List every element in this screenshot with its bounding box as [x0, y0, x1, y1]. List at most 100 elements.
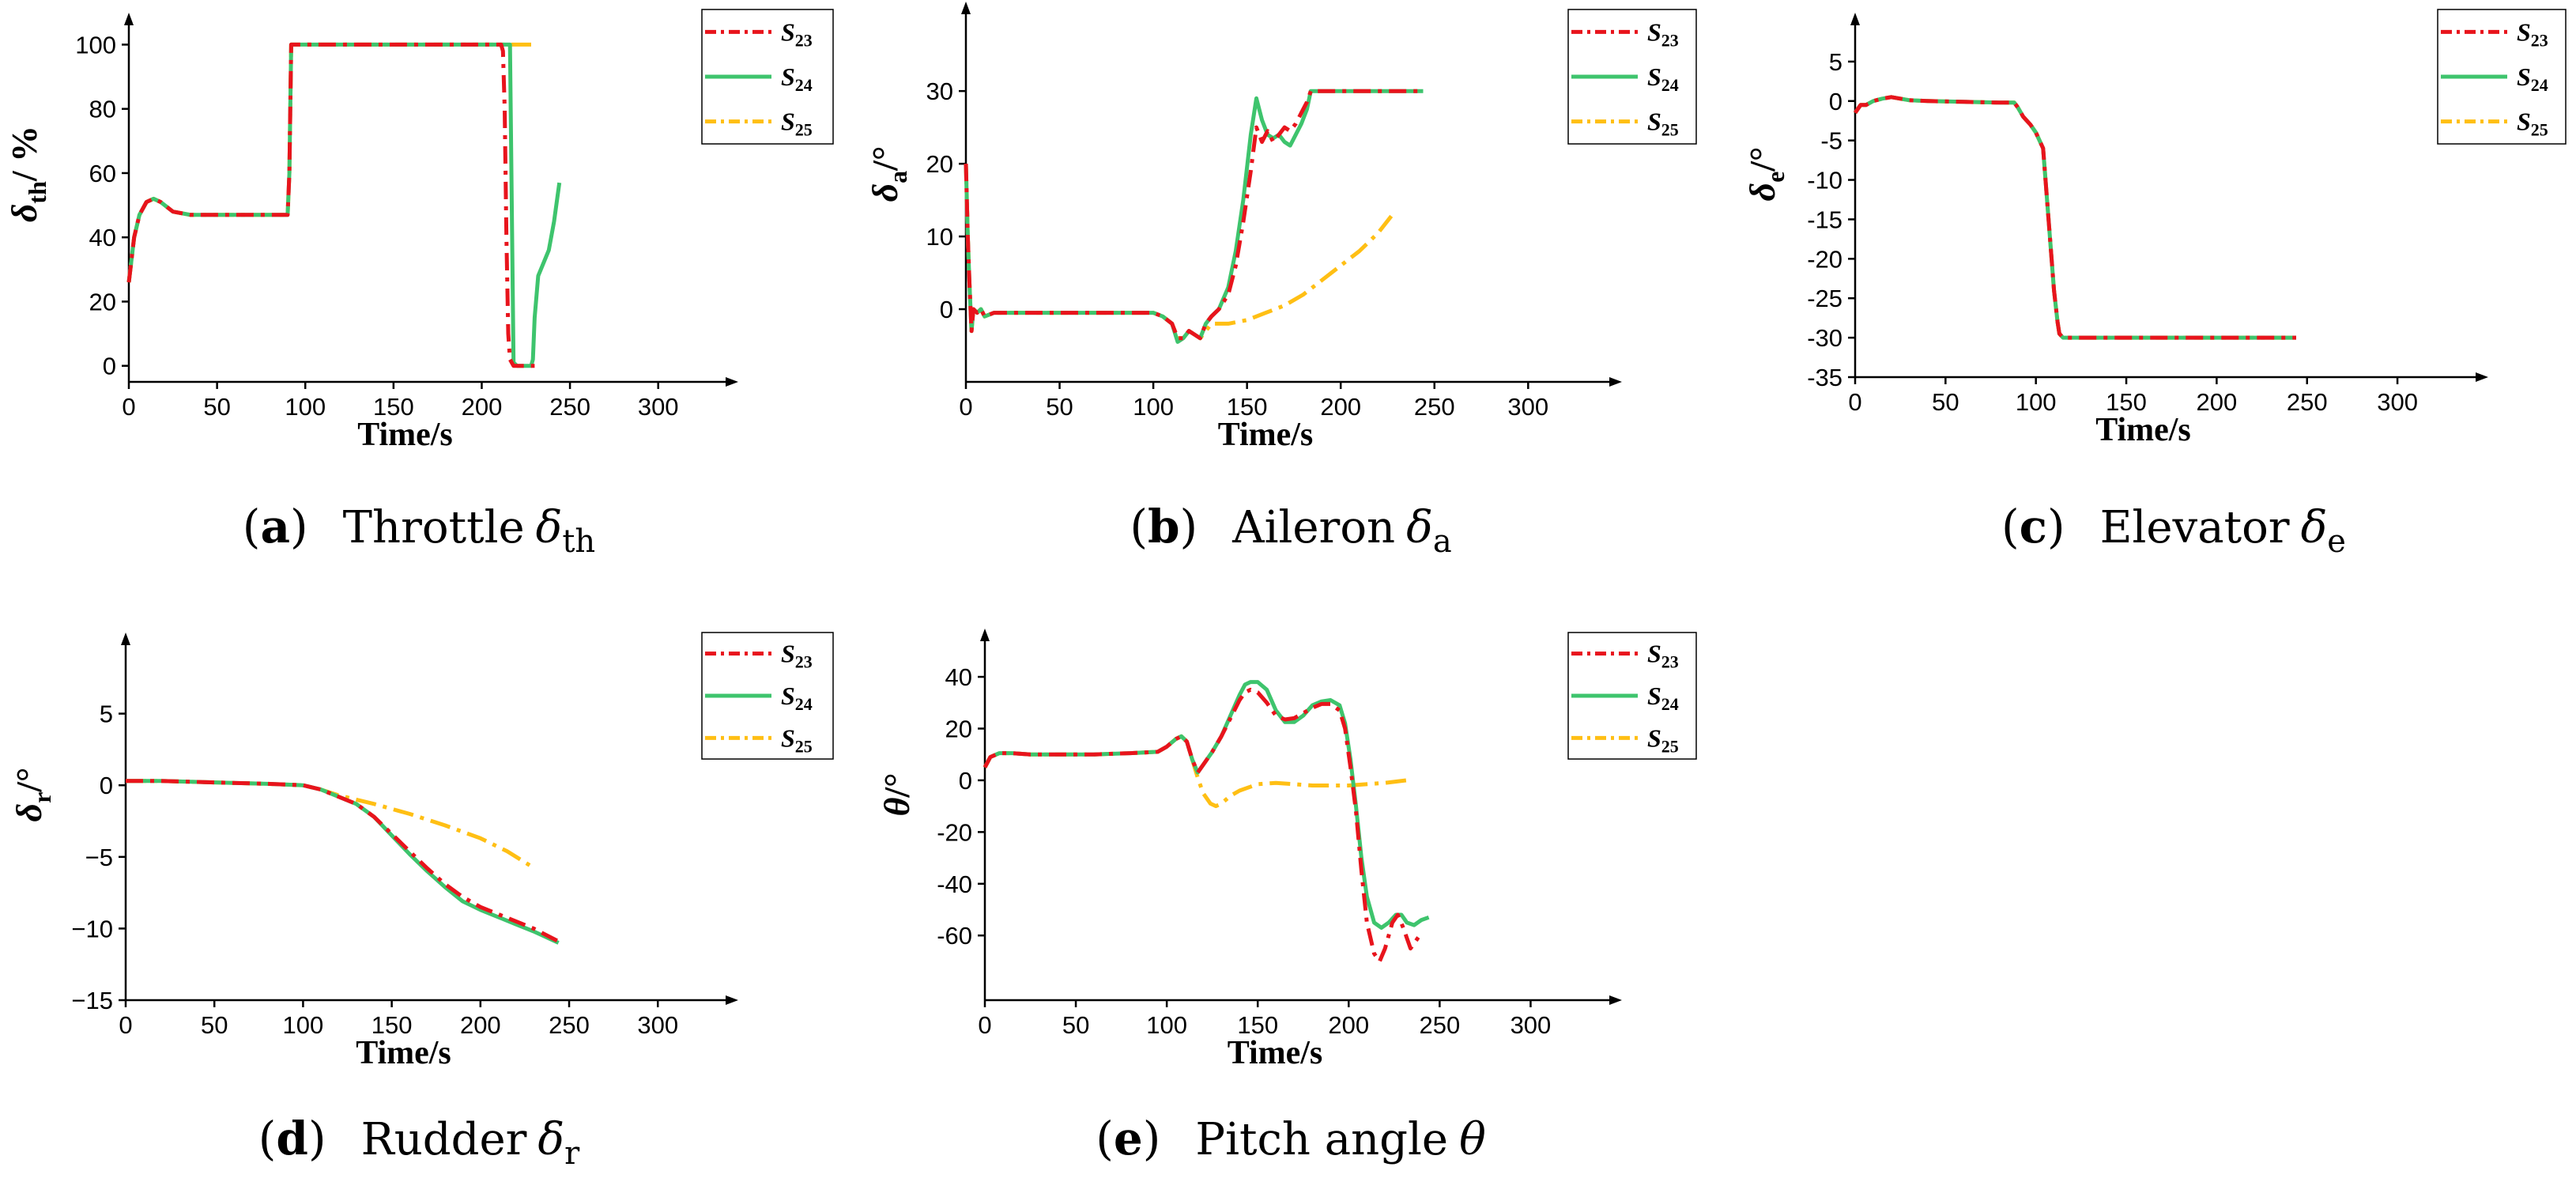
x-tick-label: 150	[373, 393, 414, 421]
x-tick-label: 50	[1046, 393, 1073, 421]
y-axis-arrow	[961, 2, 971, 14]
x-tick-label: 100	[2016, 388, 2057, 416]
y-tick-label: 20	[89, 288, 116, 315]
x-axis-arrow	[1609, 995, 1622, 1005]
panel-b: 0 50 100 150 200 250 3000102030Time/sδa/°S23S2…	[865, 2, 1697, 560]
x-tick-label: 0	[122, 393, 135, 421]
x-tick-label: 250	[2287, 388, 2328, 416]
legend-label-s24: S24	[1647, 682, 1679, 714]
legend: S23 S24 S25	[1567, 9, 1697, 145]
legend-label-s25: S25	[2517, 108, 2548, 140]
x-tick-label: 100	[1133, 393, 1174, 421]
x-tick-label: 50	[1062, 1011, 1089, 1039]
y-tick-label: -35	[1807, 364, 1842, 391]
x-tick-label: 300	[638, 393, 679, 421]
y-tick-label: 5	[100, 701, 113, 728]
series-line-s23	[1853, 95, 2296, 340]
y-axis-label: θ/°	[877, 772, 917, 816]
x-axis-arrow	[726, 377, 738, 387]
y-tick-label: -25	[1807, 285, 1842, 312]
legend-label-s23: S23	[1647, 17, 1679, 50]
x-tick-label: 150	[1237, 1011, 1278, 1039]
x-tick-label: 100	[283, 1011, 324, 1039]
legend-label-s24: S24	[781, 682, 813, 714]
y-tick-label: 100	[75, 31, 116, 59]
y-tick-label: 40	[945, 663, 972, 691]
series-line-s23	[126, 779, 560, 943]
series-line-s23	[964, 89, 1424, 341]
y-tick-label: -20	[937, 818, 972, 846]
x-tick-label: 250	[1419, 1011, 1460, 1039]
y-tick-label: -30	[1807, 324, 1842, 352]
legend: S23 S24 S25	[701, 632, 834, 760]
series-line-s23	[126, 42, 535, 368]
x-tick-label: 0	[1848, 388, 1861, 416]
panel-caption: (c) Elevator δe	[2001, 500, 2346, 560]
y-tick-label: -15	[1807, 206, 1842, 233]
legend: S23 S24 S25	[1567, 632, 1697, 760]
x-axis-arrow	[726, 995, 738, 1005]
y-tick-label: -20	[1807, 245, 1842, 273]
series-line-s25	[1853, 95, 2296, 340]
series-line-s24	[964, 89, 1424, 344]
x-tick-label: 0	[959, 393, 972, 421]
panel-caption: (b) Aileron δa	[1130, 500, 1451, 560]
y-axis-label: δth/ %	[4, 126, 51, 222]
y-tick-label: 20	[926, 150, 953, 178]
legend-label-s24: S24	[1647, 62, 1679, 95]
series-line-s25	[126, 42, 531, 283]
y-tick-label: 40	[89, 224, 116, 251]
y-axis-arrow	[1850, 13, 1860, 25]
y-tick-label: 0	[1829, 88, 1842, 115]
legend-label-s23: S23	[2517, 17, 2548, 50]
x-tick-label: 0	[119, 1011, 132, 1039]
x-axis-label: Time/s	[357, 417, 453, 453]
y-tick-label: -5	[1820, 127, 1842, 155]
legend-label-s23: S23	[781, 17, 813, 50]
panel-caption: (e) Pitch angle θ	[1096, 1112, 1486, 1165]
legend: S23 S24 S25	[701, 9, 834, 145]
y-tick-label: −10	[71, 915, 113, 942]
x-tick-label: 300	[1511, 1011, 1552, 1039]
y-tick-label: 10	[926, 223, 953, 251]
series-line-s23	[983, 687, 1424, 964]
y-axis-label: δe/°	[1742, 147, 1790, 202]
legend-label-s23: S23	[781, 640, 813, 672]
y-axis-arrow	[121, 633, 130, 645]
x-tick-label: 50	[201, 1011, 228, 1039]
x-tick-label: 0	[978, 1011, 991, 1039]
x-tick-label: 300	[637, 1011, 678, 1039]
y-tick-label: −5	[85, 844, 113, 871]
y-axis-label: δr/°	[9, 768, 56, 822]
y-tick-label: 80	[89, 96, 116, 123]
y-tick-label: −15	[71, 987, 113, 1014]
x-tick-label: 250	[549, 393, 590, 421]
legend-label-s25: S25	[1647, 108, 1679, 140]
y-tick-label: 5	[1829, 48, 1842, 76]
y-tick-label: -10	[1807, 167, 1842, 194]
x-tick-label: 200	[462, 393, 503, 421]
legend-label-s24: S24	[2517, 62, 2548, 95]
legend-label-s25: S25	[1647, 723, 1679, 756]
y-axis-arrow	[980, 629, 990, 641]
x-tick-label: 200	[1320, 393, 1361, 421]
series-line-s24	[126, 42, 562, 368]
y-tick-label: 0	[940, 296, 953, 323]
panel-a: 0 50 100 150 200 250 300 0 20 40 60 80 100 Time/s δth/…	[4, 9, 834, 560]
y-axis-label: δa/°	[865, 146, 912, 202]
legend-label-s23: S23	[1647, 640, 1679, 672]
x-tick-label: 150	[372, 1011, 413, 1039]
y-tick-label: -60	[937, 922, 972, 950]
y-tick-label: -40	[937, 870, 972, 898]
x-axis-arrow	[1609, 377, 1622, 387]
legend-label-s25: S25	[781, 108, 813, 140]
x-axis-label: Time/s	[1228, 1035, 1323, 1071]
y-tick-label: 20	[945, 716, 972, 743]
x-tick-label: 300	[1507, 393, 1548, 421]
panel-caption: (d) Rudder δr	[258, 1112, 580, 1172]
y-tick-label: 0	[959, 767, 972, 795]
panel-e: 0 50 100 150 200 250 30040200-20-40-60Time/sθ/…	[877, 629, 1697, 1165]
panel-c: 0 50 100 150 200 250 30050-5-10-15-20-25-30-35…	[1742, 9, 2567, 560]
y-tick-label: 0	[103, 353, 116, 380]
